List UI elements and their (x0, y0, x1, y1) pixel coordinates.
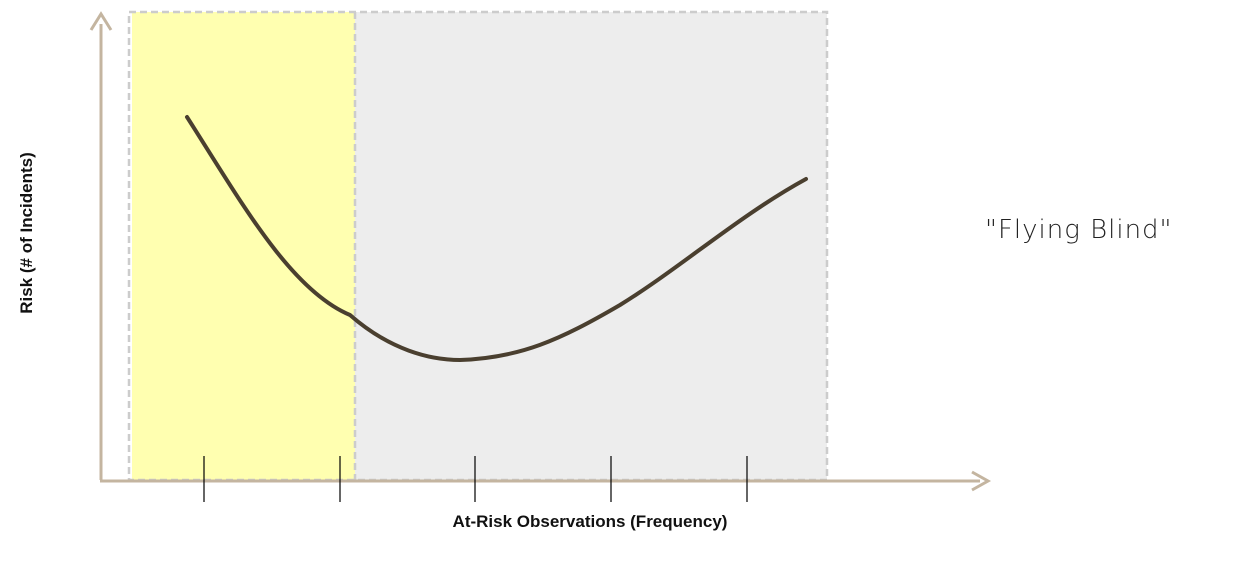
shaded-zone (355, 12, 827, 480)
x-axis-label: At-Risk Observations (Frequency) (452, 512, 728, 531)
flying-blind-annotation: "Flying Blind" (985, 215, 1173, 245)
x-axis-arrowhead (971, 470, 992, 492)
y-axis-label: Risk (# of Incidents) (17, 152, 36, 314)
highlight-zone (132, 12, 355, 480)
y-axis-arrowhead (89, 11, 113, 31)
risk-curve (185, 115, 808, 363)
